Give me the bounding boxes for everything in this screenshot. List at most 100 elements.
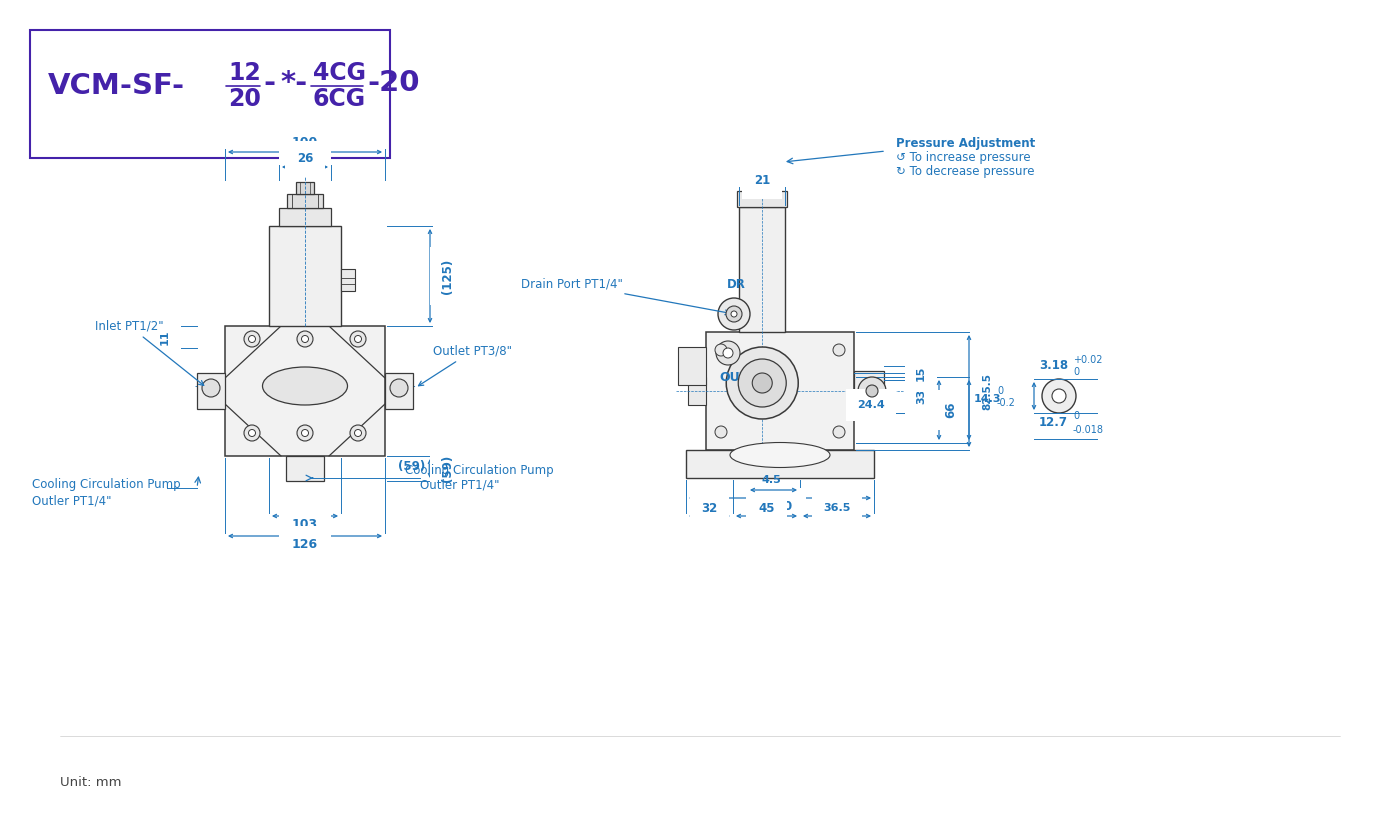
Circle shape	[202, 379, 220, 397]
Circle shape	[301, 430, 308, 436]
Bar	[270, 226, 341, 326]
Text: 0: 0	[1072, 367, 1079, 377]
Text: *-: *-	[280, 69, 307, 97]
Text: -0.2: -0.2	[997, 398, 1016, 408]
Bar	[341, 269, 355, 291]
Circle shape	[355, 335, 362, 343]
Bar	[854, 371, 884, 411]
Text: 150: 150	[767, 501, 793, 514]
Circle shape	[351, 425, 366, 441]
Text: -: -	[263, 69, 275, 97]
Text: 66: 66	[945, 401, 957, 418]
Circle shape	[833, 426, 846, 438]
Text: 0: 0	[997, 386, 1004, 396]
Circle shape	[249, 430, 256, 436]
Text: Cooling Circulation Pump: Cooling Circulation Pump	[406, 464, 554, 477]
Bar	[686, 450, 874, 478]
Bar	[197, 373, 226, 409]
Bar	[30, 30, 390, 158]
Text: 12: 12	[228, 61, 261, 85]
Text: Inlet PT1/2": Inlet PT1/2"	[95, 320, 204, 386]
Text: 82.5.5: 82.5.5	[982, 373, 991, 410]
Text: 3.18: 3.18	[1040, 359, 1068, 372]
Text: 36.5: 36.5	[824, 503, 851, 513]
Circle shape	[390, 379, 408, 397]
Circle shape	[1052, 389, 1066, 403]
Text: -20: -20	[367, 69, 419, 97]
Bar	[705, 332, 854, 450]
Text: 32: 32	[701, 501, 718, 515]
Text: Outler PT1/4": Outler PT1/4"	[32, 494, 111, 507]
Circle shape	[752, 373, 773, 393]
Text: 103: 103	[292, 519, 318, 531]
Bar	[296, 182, 314, 194]
Bar	[226, 326, 385, 456]
Text: Outlet PT3/8": Outlet PT3/8"	[418, 344, 512, 386]
Circle shape	[355, 430, 362, 436]
Circle shape	[301, 335, 308, 343]
Bar	[688, 377, 705, 405]
Circle shape	[866, 385, 879, 397]
Text: VCM-SF-: VCM-SF-	[48, 72, 186, 100]
Text: 100: 100	[292, 136, 318, 150]
Circle shape	[715, 426, 727, 438]
Circle shape	[738, 359, 786, 407]
Bar	[738, 207, 785, 332]
Text: 14.3: 14.3	[974, 394, 1001, 404]
Text: 11: 11	[160, 330, 170, 344]
Circle shape	[858, 377, 886, 405]
Circle shape	[732, 311, 737, 317]
Text: 45: 45	[758, 501, 774, 515]
Bar	[737, 191, 786, 207]
Text: (59): (59)	[397, 460, 425, 473]
Circle shape	[351, 331, 366, 347]
Text: Cooling Circulation Pump: Cooling Circulation Pump	[32, 478, 180, 491]
Text: 0: 0	[1072, 411, 1079, 421]
Circle shape	[833, 344, 846, 356]
Circle shape	[723, 348, 733, 358]
Circle shape	[718, 298, 749, 330]
Text: 20: 20	[228, 87, 261, 111]
Text: 21: 21	[754, 174, 770, 188]
Text: 4CG: 4CG	[314, 61, 366, 85]
Ellipse shape	[730, 443, 830, 468]
Text: ↻ To decrease pressure: ↻ To decrease pressure	[896, 165, 1034, 178]
Text: 12.7: 12.7	[1040, 416, 1068, 429]
Circle shape	[297, 425, 314, 441]
Text: 15: 15	[916, 365, 925, 381]
Circle shape	[726, 306, 742, 322]
Circle shape	[249, 335, 256, 343]
Bar	[745, 178, 780, 191]
Text: Drain Port PT1/4": Drain Port PT1/4"	[521, 278, 730, 315]
Text: (59): (59)	[441, 455, 455, 482]
Text: 33: 33	[916, 389, 925, 404]
Text: Unit: mm: Unit: mm	[60, 776, 121, 789]
Text: 26: 26	[297, 153, 314, 165]
Bar	[279, 208, 331, 226]
Circle shape	[716, 341, 740, 365]
Text: ↺ To increase pressure: ↺ To increase pressure	[896, 151, 1031, 164]
Text: +0.02: +0.02	[1072, 355, 1103, 365]
Text: (125): (125)	[441, 259, 455, 293]
Circle shape	[243, 425, 260, 441]
Text: OUT: OUT	[719, 371, 749, 384]
Bar	[678, 347, 705, 385]
Bar	[754, 168, 771, 178]
Bar	[287, 194, 323, 208]
Text: DR: DR	[726, 278, 745, 291]
Circle shape	[715, 344, 727, 356]
Text: 6CG: 6CG	[314, 87, 366, 111]
Text: 4.5: 4.5	[762, 475, 781, 485]
Text: 126: 126	[292, 539, 318, 552]
Text: 24.4: 24.4	[857, 400, 886, 410]
Text: Pressure Adjustment: Pressure Adjustment	[896, 137, 1035, 150]
Bar	[385, 373, 412, 409]
Text: -0.018: -0.018	[1072, 425, 1104, 435]
Circle shape	[243, 331, 260, 347]
Bar	[286, 456, 324, 481]
Circle shape	[297, 331, 314, 347]
Circle shape	[1042, 379, 1077, 413]
Circle shape	[726, 347, 799, 419]
Ellipse shape	[263, 367, 348, 405]
Text: Outler PT1/4": Outler PT1/4"	[419, 479, 499, 492]
